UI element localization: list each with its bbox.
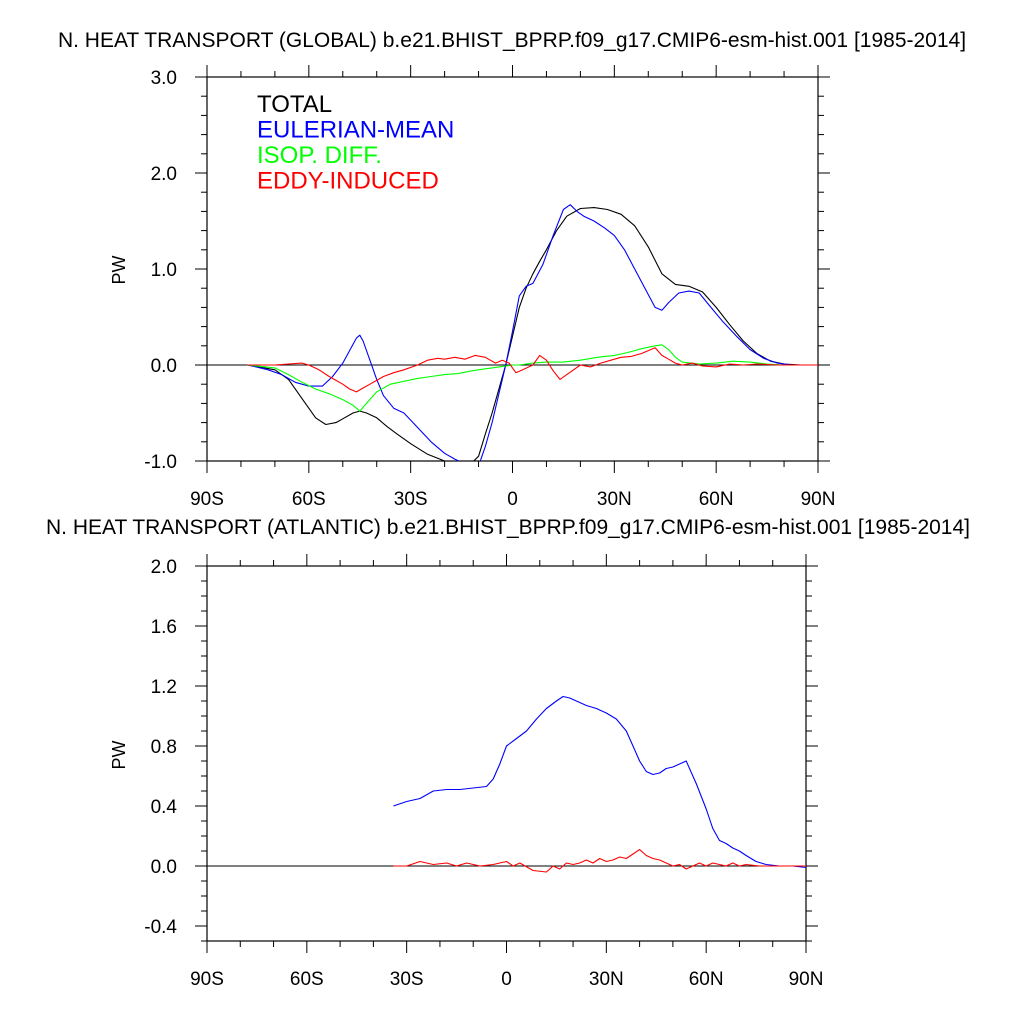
global-legend-entry: TOTAL — [257, 91, 332, 118]
global-legend-entry: EULERIAN-MEAN — [257, 117, 454, 144]
atlantic-x-tick-label: 60S — [290, 969, 324, 990]
atlantic-x-tick-label: 90S — [190, 969, 224, 990]
atlantic-x-tick-label: 90N — [789, 969, 824, 990]
global-x-tick-label: 90S — [190, 489, 224, 510]
global-line-eddy-induced — [247, 347, 818, 393]
atlantic-y-tick-label: 2.0 — [151, 557, 177, 578]
atlantic-y-tick-label: 1.2 — [151, 677, 177, 698]
global-chart-title: N. HEAT TRANSPORT (GLOBAL) b.e21.BHIST_B… — [58, 29, 966, 52]
atlantic-line-series-0 — [393, 695, 806, 869]
global-x-tick-label: 60S — [292, 489, 326, 510]
global-panel: N. HEAT TRANSPORT (GLOBAL) b.e21.BHIST_B… — [58, 29, 966, 510]
global-line-isop-diff — [247, 344, 818, 412]
atlantic-y-tick-label: 0.8 — [151, 737, 177, 758]
global-x-tick-label: 60N — [699, 489, 734, 510]
atlantic-line-series-1 — [393, 848, 806, 873]
global-x-tick-label: 30N — [597, 489, 632, 510]
global-y-axis-label: PW — [109, 255, 129, 284]
global-x-tick-label: 0 — [507, 489, 518, 510]
global-y-tick-label: 1.0 — [151, 260, 177, 281]
atlantic-y-tick-label: 0.0 — [151, 857, 177, 878]
global-y-tick-label: 2.0 — [151, 164, 177, 185]
atlantic-x-tick-label: 60N — [689, 969, 724, 990]
global-y-tick-label: -1.0 — [144, 452, 177, 473]
global-y-tick-label: 0.0 — [151, 356, 177, 377]
atlantic-panel: N. HEAT TRANSPORT (ATLANTIC) b.e21.BHIST… — [46, 516, 970, 990]
global-x-tick-label: 90N — [801, 489, 836, 510]
atlantic-y-tick-label: 0.4 — [151, 797, 178, 818]
global-x-tick-label: 30S — [394, 489, 428, 510]
global-y-tick-label: 3.0 — [151, 68, 177, 89]
global-legend-entry: ISOP. DIFF. — [257, 142, 382, 169]
global-legend-entry: EDDY-INDUCED — [257, 168, 439, 195]
global-line-total — [247, 207, 818, 461]
atlantic-plot-frame — [206, 565, 807, 942]
atlantic-y-tick-label: -0.4 — [144, 917, 177, 938]
atlantic-x-tick-label: 0 — [501, 969, 512, 990]
atlantic-y-tick-label: 1.6 — [151, 617, 177, 638]
atlantic-x-tick-label: 30N — [589, 969, 624, 990]
global-series-group — [247, 204, 818, 461]
atlantic-chart-title: N. HEAT TRANSPORT (ATLANTIC) b.e21.BHIST… — [46, 516, 970, 539]
global-line-eulerian-mean — [247, 204, 818, 461]
atlantic-series-group — [393, 695, 806, 873]
atlantic-x-tick-label: 30S — [390, 969, 424, 990]
atlantic-y-axis-label: PW — [109, 740, 129, 769]
